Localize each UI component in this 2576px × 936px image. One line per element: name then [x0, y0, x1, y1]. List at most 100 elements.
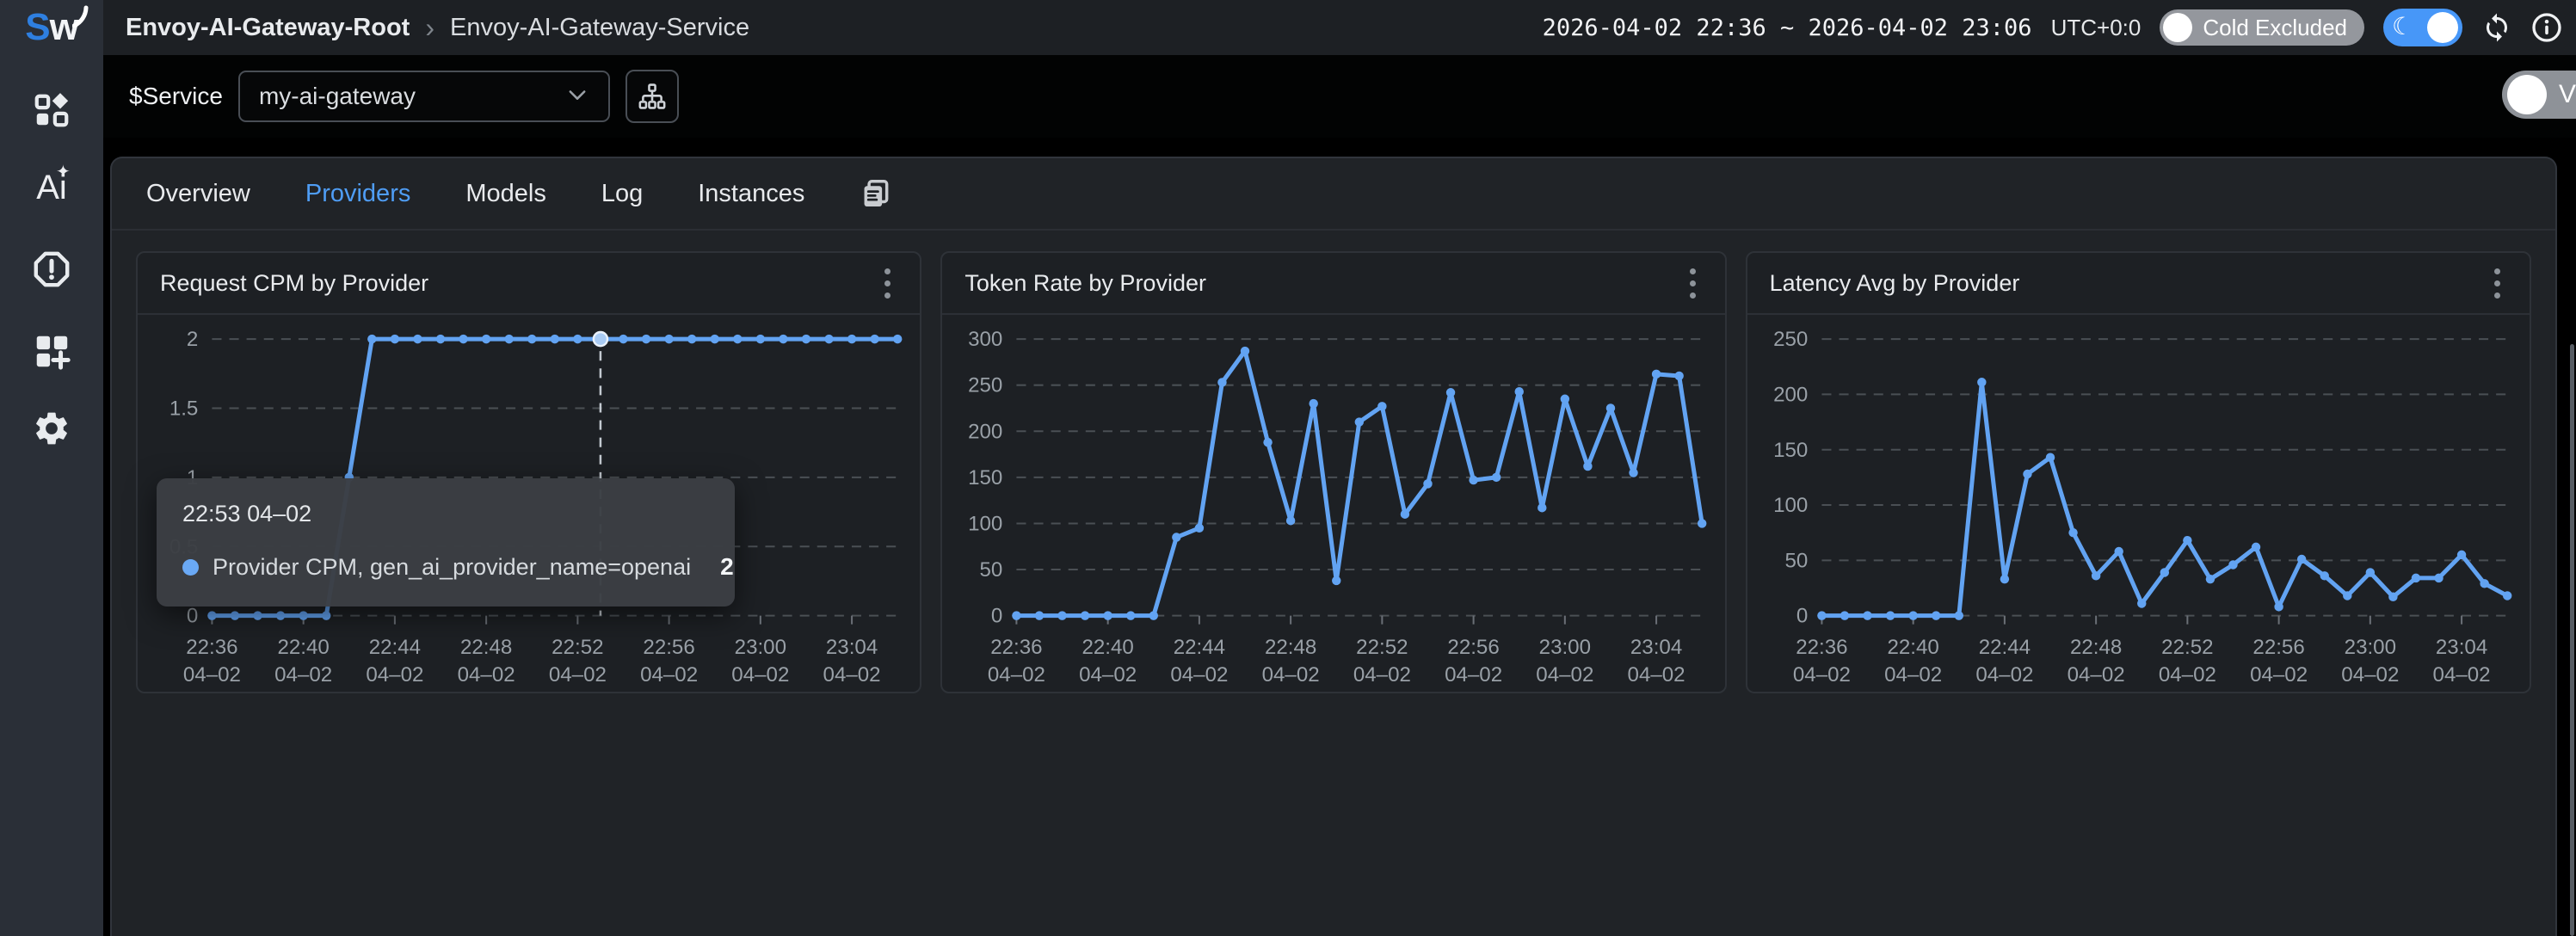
- svg-text:22:52: 22:52: [552, 636, 603, 659]
- svg-text:22:40: 22:40: [1887, 636, 1938, 659]
- svg-text:04–02: 04–02: [458, 663, 515, 687]
- svg-text:04–02: 04–02: [1445, 663, 1502, 687]
- timezone-label[interactable]: UTC+0:0: [2050, 14, 2142, 40]
- panel-latency-avg: Latency Avg by Provider 0 50 100 150 200 250 2…: [1745, 251, 2531, 694]
- tab-bar: Overview Providers Models Log Instances: [112, 158, 2555, 231]
- dark-mode-toggle[interactable]: ☾: [2383, 9, 2462, 46]
- ai-assistant-icon[interactable]: A ✦ i: [36, 163, 71, 206]
- svg-text:150: 150: [968, 466, 1002, 490]
- svg-text:04–02: 04–02: [1793, 663, 1851, 687]
- tab-providers[interactable]: Providers: [305, 179, 411, 207]
- variables-toggle-label: V: [2558, 80, 2576, 108]
- alert-hexagon-icon[interactable]: [28, 245, 76, 293]
- series-color-dot: [182, 558, 199, 576]
- svg-text:04–02: 04–02: [2341, 663, 2399, 687]
- svg-text:250: 250: [968, 374, 1002, 397]
- charts-row: Request CPM by Provider 00.511.5222:3604…: [112, 231, 2555, 714]
- documents-icon[interactable]: [860, 177, 892, 210]
- svg-text:0: 0: [991, 605, 1002, 628]
- service-select[interactable]: my-ai-gateway: [237, 71, 610, 122]
- svg-text:22:48: 22:48: [1265, 636, 1316, 659]
- latency-avg-chart[interactable]: 0 50 100 150 200 250 22:36 04–02 22:40 04–02 22:44…: [1747, 320, 2530, 692]
- svg-text:22:48: 22:48: [460, 636, 512, 659]
- panel-request-cpm: Request CPM by Provider 00.511.5222:3604…: [136, 251, 922, 694]
- toggle-knob: [2163, 13, 2193, 42]
- svg-text:04–02: 04–02: [2432, 663, 2490, 687]
- svg-text:04–02: 04–02: [1171, 663, 1229, 687]
- tab-models[interactable]: Models: [465, 179, 546, 207]
- dashboard-container: Overview Providers Models Log Instances …: [110, 157, 2557, 936]
- svg-text:22:40: 22:40: [277, 636, 329, 659]
- topology-icon: [638, 83, 666, 109]
- svg-text:04–02: 04–02: [823, 663, 881, 687]
- tab-instances[interactable]: Instances: [698, 179, 805, 207]
- svg-text:22:44: 22:44: [1978, 636, 2030, 659]
- logo-swoosh: [72, 5, 89, 28]
- svg-text:200: 200: [1773, 383, 1808, 406]
- chart-tooltip: 22:53 04–02 Provider CPM, gen_ai_provide…: [157, 478, 735, 607]
- svg-text:50: 50: [980, 558, 1003, 582]
- svg-text:22:52: 22:52: [2161, 636, 2213, 659]
- breadcrumb-root[interactable]: Envoy-AI-Gateway-Root: [126, 13, 410, 41]
- svg-text:04–02: 04–02: [640, 663, 698, 687]
- svg-text:04–02: 04–02: [731, 663, 789, 687]
- apps-grid-icon[interactable]: [28, 86, 76, 134]
- chevron-down-icon: [565, 83, 589, 111]
- service-variable-bar: $Service my-ai-gateway V: [103, 55, 2576, 138]
- svg-text:22:40: 22:40: [1082, 636, 1134, 659]
- svg-text:22:56: 22:56: [643, 636, 694, 659]
- topology-button[interactable]: [625, 70, 679, 123]
- tooltip-time: 22:53 04–02: [182, 501, 312, 526]
- svg-text:22:44: 22:44: [369, 636, 421, 659]
- svg-text:04–02: 04–02: [2158, 663, 2215, 687]
- svg-text:22:44: 22:44: [1174, 636, 1225, 659]
- svg-text:23:04: 23:04: [826, 636, 878, 659]
- svg-text:04–02: 04–02: [549, 663, 607, 687]
- panel-title: Request CPM by Provider: [160, 269, 429, 296]
- svg-text:04–02: 04–02: [1628, 663, 1685, 687]
- toggle-knob: [2427, 12, 2458, 43]
- svg-text:04–02: 04–02: [1537, 663, 1594, 687]
- svg-text:04–02: 04–02: [1884, 663, 1942, 687]
- panel-token-rate: Token Rate by Provider 0 50 100 150 200 250 30…: [940, 251, 1727, 694]
- token-rate-chart[interactable]: 0 50 100 150 200 250 300 22:36 04–02 22:40 04–02 22…: [942, 320, 1724, 692]
- settings-gear-icon[interactable]: [28, 404, 76, 453]
- svg-text:2: 2: [187, 328, 198, 351]
- kebab-menu-icon[interactable]: [1683, 262, 1703, 305]
- sparkle-icon: ✦: [56, 163, 71, 182]
- svg-text:04–02: 04–02: [183, 663, 241, 687]
- svg-text:300: 300: [968, 328, 1002, 351]
- info-icon[interactable]: [2531, 12, 2562, 43]
- svg-text:23:04: 23:04: [2436, 636, 2487, 659]
- kebab-menu-icon[interactable]: [878, 262, 897, 305]
- cold-excluded-toggle[interactable]: Cold Excluded: [2160, 9, 2364, 46]
- scrollbar[interactable]: [2570, 344, 2574, 936]
- panel-title: Token Rate by Provider: [964, 269, 1206, 296]
- svg-text:04–02: 04–02: [366, 663, 423, 687]
- logo-letter-s: S: [25, 6, 50, 48]
- tab-overview[interactable]: Overview: [146, 179, 250, 207]
- svg-text:23:00: 23:00: [2344, 636, 2395, 659]
- svg-text:04–02: 04–02: [1353, 663, 1411, 687]
- variables-toggle[interactable]: V: [2501, 71, 2576, 119]
- svg-text:100: 100: [1773, 494, 1808, 517]
- svg-text:23:04: 23:04: [1630, 636, 1682, 659]
- svg-text:250: 250: [1773, 328, 1808, 351]
- svg-text:0: 0: [1796, 605, 1808, 628]
- svg-text:04–02: 04–02: [2250, 663, 2308, 687]
- svg-text:22:48: 22:48: [2070, 636, 2122, 659]
- add-widget-icon[interactable]: [28, 327, 76, 375]
- tab-log[interactable]: Log: [601, 179, 644, 207]
- time-range-picker[interactable]: 2026-04-02 22:36 ~ 2026-04-02 23:06: [1542, 14, 2032, 41]
- svg-text:22:36: 22:36: [186, 636, 237, 659]
- svg-text:04–02: 04–02: [274, 663, 332, 687]
- svg-text:04–02: 04–02: [1975, 663, 2033, 687]
- breadcrumb-separator: ›: [425, 11, 434, 43]
- kebab-menu-icon[interactable]: [2487, 262, 2507, 305]
- svg-text:1.5: 1.5: [169, 397, 199, 421]
- toggle-knob: [2506, 75, 2547, 114]
- refresh-icon[interactable]: [2481, 12, 2512, 43]
